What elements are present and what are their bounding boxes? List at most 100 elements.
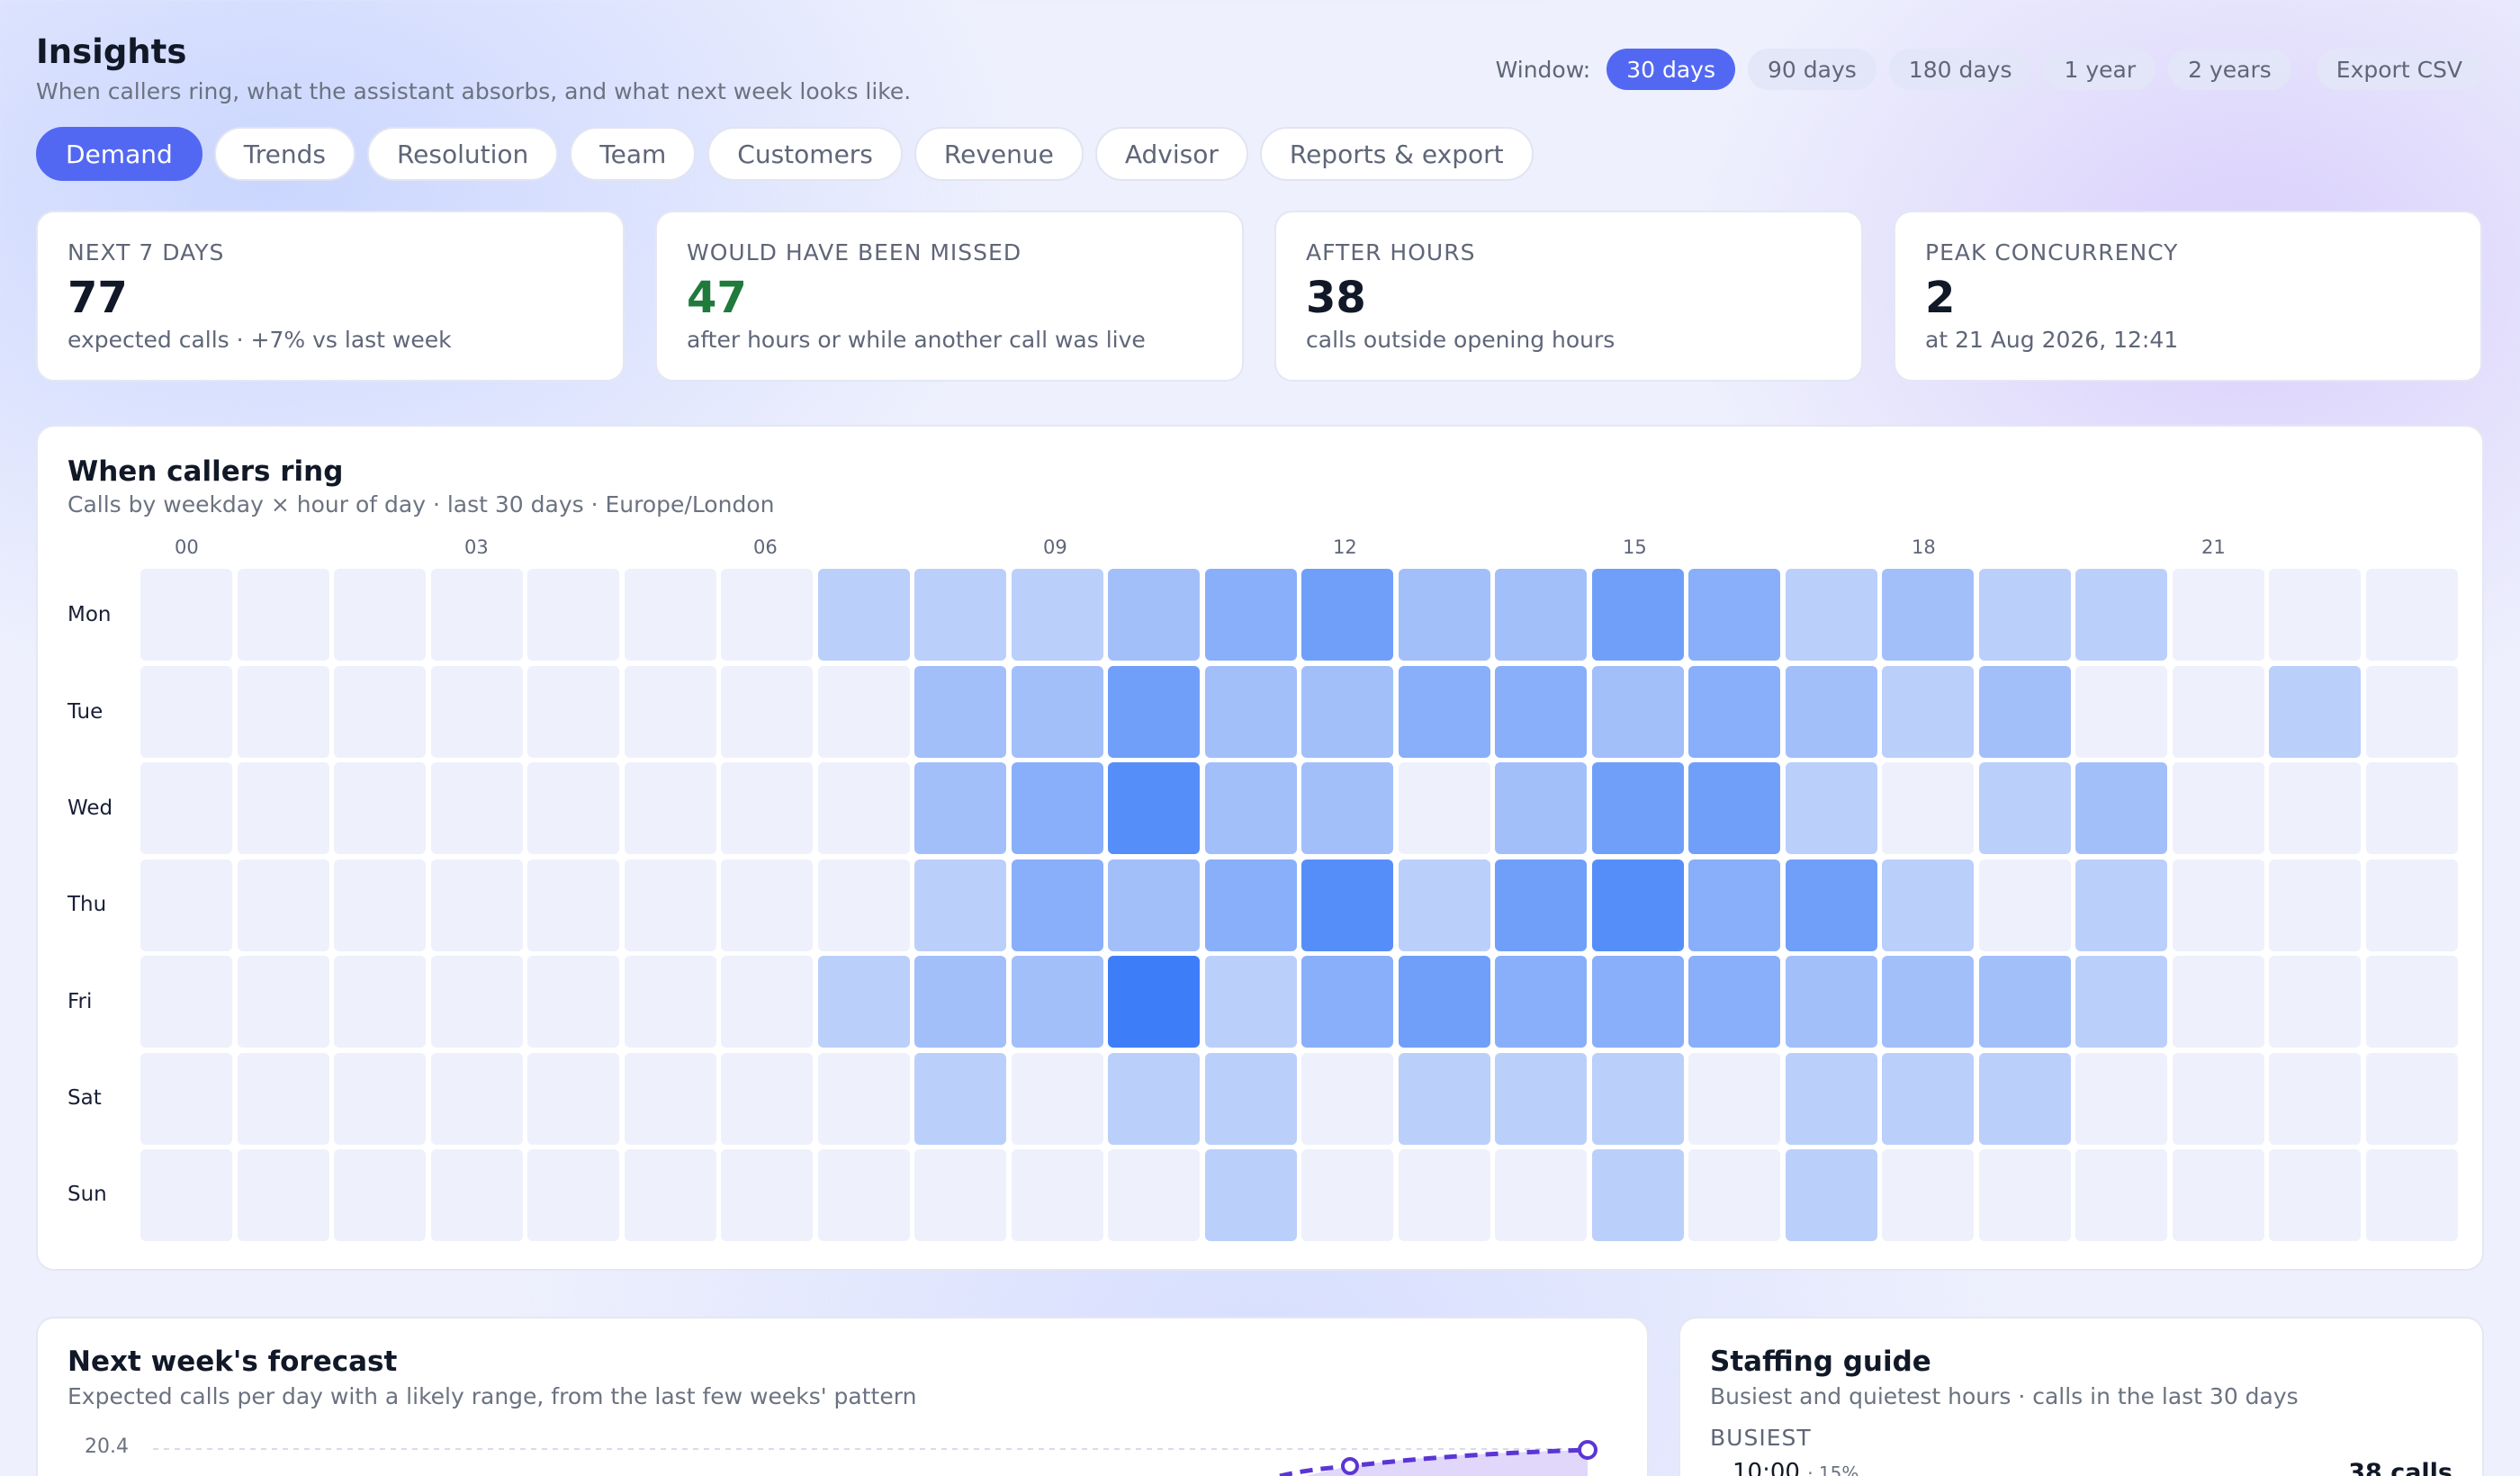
heatmap-cell	[1978, 1052, 2071, 1145]
day-label-sat: Sat	[68, 1086, 102, 1110]
heatmap-cell	[1011, 665, 1103, 758]
tab-trends[interactable]: Trends	[213, 127, 356, 181]
forecast-subtitle: Expected calls per day with a likely ran…	[68, 1383, 917, 1409]
section-tabs: Demand Trends Resolution Team Customers …	[36, 127, 1534, 181]
heatmap-cell	[2269, 665, 2361, 758]
stat-label: AFTER HOURS	[1306, 239, 1476, 266]
heatmap-cell	[1495, 665, 1587, 758]
heatmap-cell	[1591, 859, 1684, 951]
window-option-180-days[interactable]: 180 days	[1888, 49, 2032, 90]
hour-label: 12	[1333, 536, 1357, 558]
heatmap-cell	[1688, 569, 1780, 661]
heatmap-cell	[1495, 956, 1587, 1048]
heatmap-cell	[1882, 762, 1974, 854]
window-option-1-year[interactable]: 1 year	[2044, 49, 2156, 90]
day-label-thu: Thu	[68, 893, 107, 916]
heatmap-cell	[1688, 1052, 1780, 1145]
heatmap-cell	[721, 1149, 813, 1241]
heatmap-cell	[1204, 1052, 1297, 1145]
heatmap-cell	[1108, 665, 1200, 758]
heatmap-cell	[1978, 569, 2071, 661]
heatmap-cell	[1301, 665, 1393, 758]
heatmap-cell	[2269, 859, 2361, 951]
forecast-range-band	[1305, 1450, 1588, 1476]
heatmap-cell	[1688, 956, 1780, 1048]
forecast-card: Next week's forecast Expected calls per …	[36, 1317, 1649, 1476]
heatmap-cell	[1011, 859, 1103, 951]
stat-caption: at 21 Aug 2026, 12:41	[1925, 327, 2179, 353]
heatmap-cell	[2365, 762, 2458, 854]
heatmap-cell	[237, 569, 329, 661]
heatmap-cell	[1882, 665, 1974, 758]
heatmap-cell	[2075, 665, 2167, 758]
heatmap-cell	[1785, 859, 1877, 951]
heatmap-cell	[1591, 1149, 1684, 1241]
heatmap-cell	[334, 569, 426, 661]
window-option-30-days[interactable]: 30 days	[1606, 49, 1736, 90]
heatmap-cell	[1108, 1052, 1200, 1145]
tab-advisor[interactable]: Advisor	[1094, 127, 1248, 181]
heatmap-cell	[237, 1052, 329, 1145]
heatmap-cell	[914, 1149, 1006, 1241]
stat-caption: calls outside opening hours	[1306, 327, 1616, 353]
heatmap-cell	[1108, 859, 1200, 951]
day-label-wed: Wed	[68, 796, 113, 820]
heatmap-cell	[2365, 665, 2458, 758]
busiest-hour: 10:00	[1732, 1459, 1800, 1476]
window-option-2-years[interactable]: 2 years	[2168, 49, 2291, 90]
heatmap-cell	[2075, 956, 2167, 1048]
heatmap-cell	[2365, 1052, 2458, 1145]
heatmap-cell	[817, 762, 910, 854]
page-title: Insights	[36, 32, 187, 71]
tab-customers[interactable]: Customers	[707, 127, 903, 181]
heatmap-cell	[1204, 665, 1297, 758]
stat-card-after-hours: AFTER HOURS 38 calls outside opening hou…	[1274, 211, 1863, 382]
heatmap-cell	[1495, 569, 1587, 661]
heatmap-cell	[624, 665, 716, 758]
heatmap-cell	[1108, 956, 1200, 1048]
tab-resolution[interactable]: Resolution	[366, 127, 559, 181]
heatmap-cell	[1978, 859, 2071, 951]
tab-reports-export[interactable]: Reports & export	[1259, 127, 1534, 181]
window-option-90-days[interactable]: 90 days	[1748, 49, 1876, 90]
export-csv-button[interactable]: Export CSV	[2316, 49, 2482, 90]
heatmap-cell	[624, 569, 716, 661]
tab-revenue[interactable]: Revenue	[914, 127, 1084, 181]
heatmap-cell	[721, 665, 813, 758]
heatmap-cell	[817, 665, 910, 758]
stat-card-peak-concurrency: PEAK CONCURRENCY 2 at 21 Aug 2026, 12:41	[1894, 211, 2482, 382]
hour-label: 09	[1043, 536, 1067, 558]
heatmap-cell	[1204, 859, 1297, 951]
day-label-fri: Fri	[68, 990, 93, 1013]
heatmap-cell	[140, 859, 232, 951]
heatmap-cell	[1882, 569, 1974, 661]
heatmap-cell	[334, 762, 426, 854]
heatmap-cell	[237, 859, 329, 951]
heatmap-cell	[430, 859, 523, 951]
heatmap-cell	[1011, 1149, 1103, 1241]
heatmap-cell	[2172, 956, 2264, 1048]
heatmap-cell	[2075, 1052, 2167, 1145]
hour-label: 18	[1912, 536, 1936, 558]
stat-value: 38	[1306, 273, 1366, 323]
page-subtitle: When callers ring, what the assistant ab…	[36, 78, 912, 104]
heatmap-cell	[2172, 1149, 2264, 1241]
heatmap-cell	[1301, 569, 1393, 661]
hour-label: 00	[175, 536, 199, 558]
stat-label: WOULD HAVE BEEN MISSED	[687, 239, 1022, 266]
heatmap-cell	[721, 956, 813, 1048]
heatmap-cell	[430, 762, 523, 854]
heatmap-cell	[140, 1052, 232, 1145]
staffing-guide-card: Staffing guide Busiest and quietest hour…	[1678, 1317, 2484, 1476]
window-selector: Window: 30 days 90 days 180 days 1 year …	[1496, 49, 2482, 90]
heatmap-cell	[1398, 1149, 1490, 1241]
heatmap-cell	[2075, 762, 2167, 854]
heatmap-cell	[430, 1149, 523, 1241]
heatmap-cell	[334, 956, 426, 1048]
tab-demand[interactable]: Demand	[36, 127, 202, 181]
tab-team[interactable]: Team	[570, 127, 697, 181]
heatmap-cell	[721, 859, 813, 951]
heatmap-cell	[334, 665, 426, 758]
heatmap-cell	[1978, 665, 2071, 758]
heatmap-cell	[1204, 569, 1297, 661]
